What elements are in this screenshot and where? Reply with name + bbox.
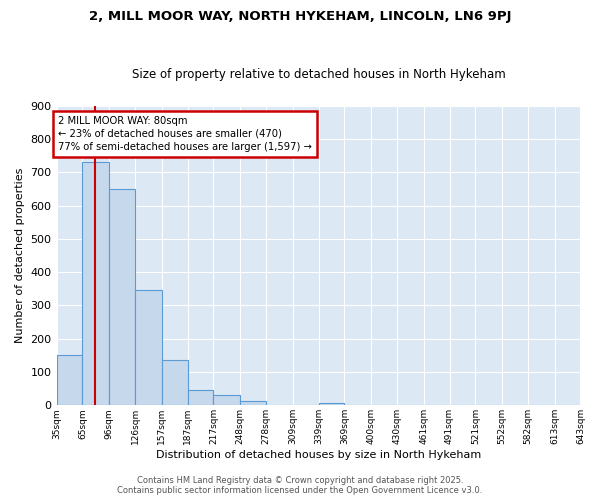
Text: Contains HM Land Registry data © Crown copyright and database right 2025.
Contai: Contains HM Land Registry data © Crown c… bbox=[118, 476, 482, 495]
Y-axis label: Number of detached properties: Number of detached properties bbox=[15, 168, 25, 343]
Bar bbox=[161, 360, 188, 406]
Bar bbox=[319, 403, 344, 406]
Bar bbox=[214, 396, 240, 406]
Text: 2 MILL MOOR WAY: 80sqm
← 23% of detached houses are smaller (470)
77% of semi-de: 2 MILL MOOR WAY: 80sqm ← 23% of detached… bbox=[58, 116, 312, 152]
Bar bbox=[109, 189, 135, 406]
Bar bbox=[135, 290, 161, 406]
Bar bbox=[82, 162, 109, 406]
Title: Size of property relative to detached houses in North Hykeham: Size of property relative to detached ho… bbox=[131, 68, 505, 81]
Bar bbox=[188, 390, 214, 406]
X-axis label: Distribution of detached houses by size in North Hykeham: Distribution of detached houses by size … bbox=[156, 450, 481, 460]
Bar bbox=[240, 402, 266, 406]
Text: 2, MILL MOOR WAY, NORTH HYKEHAM, LINCOLN, LN6 9PJ: 2, MILL MOOR WAY, NORTH HYKEHAM, LINCOLN… bbox=[89, 10, 511, 23]
Bar bbox=[56, 356, 82, 406]
